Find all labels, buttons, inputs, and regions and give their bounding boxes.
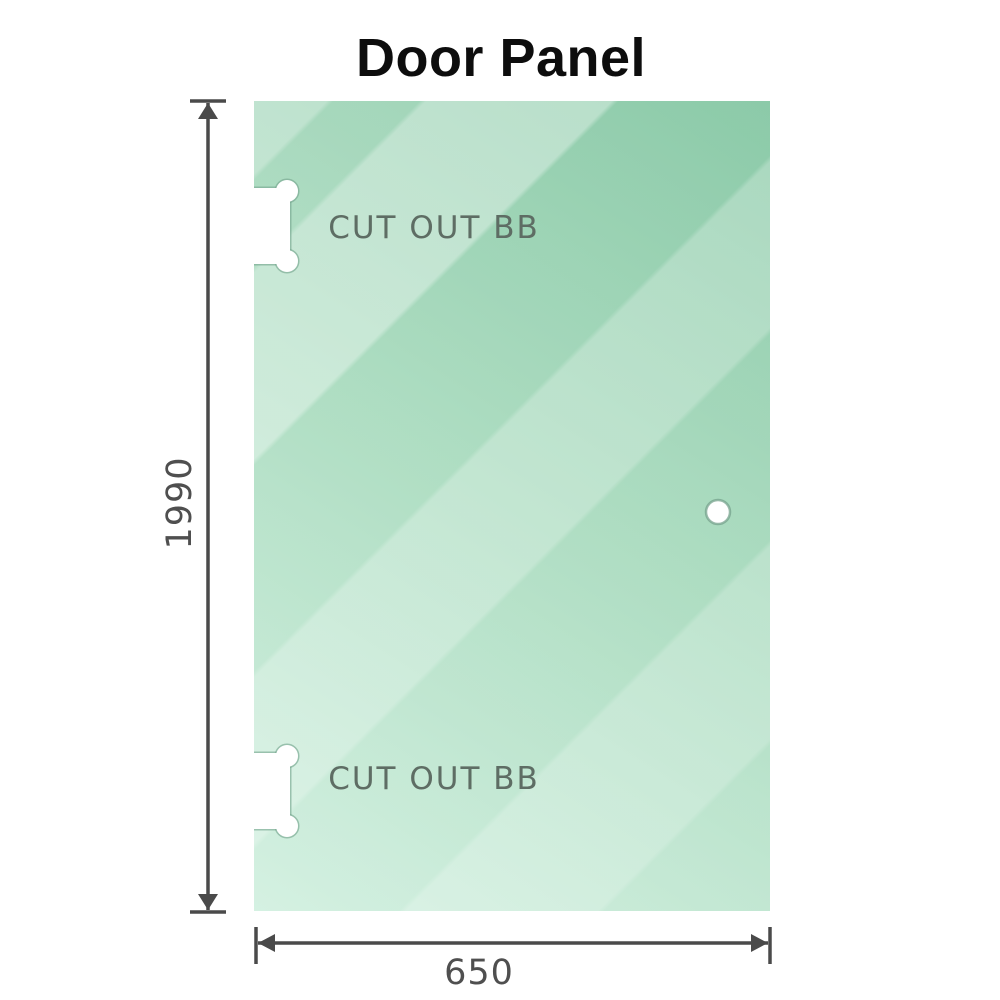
hinge-cutout-bottom [246,745,298,837]
cutout-label-top: CUT OUT BB [328,210,540,246]
page-title: Door Panel [355,28,647,88]
glass-panel [254,101,770,911]
width-dim-arrow-left [258,934,275,952]
height-dim-arrow-down [198,894,218,910]
height-dimension-value: 1990 [160,456,200,550]
width-dimension [254,927,772,964]
handle-hole [704,498,732,526]
height-dim-arrow-up [198,103,218,119]
height-dimension [190,99,226,914]
width-dim-arrow-right [751,934,768,952]
cutout-label-bottom: CUT OUT BB [328,761,540,797]
width-dimension-value: 650 [444,953,514,993]
hinge-cutout-top [246,180,298,272]
